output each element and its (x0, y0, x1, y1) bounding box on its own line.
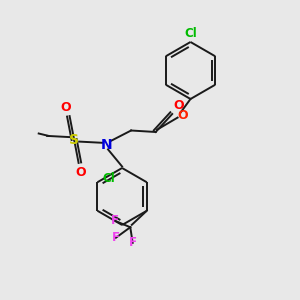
Text: O: O (61, 101, 71, 114)
Text: S: S (69, 133, 79, 146)
Text: F: F (112, 231, 120, 244)
Text: N: N (101, 138, 112, 152)
Text: Cl: Cl (103, 172, 116, 184)
Text: F: F (111, 214, 119, 227)
Text: F: F (129, 236, 137, 249)
Text: O: O (177, 109, 188, 122)
Text: O: O (76, 166, 86, 179)
Text: Cl: Cl (184, 27, 197, 40)
Text: O: O (174, 99, 184, 112)
